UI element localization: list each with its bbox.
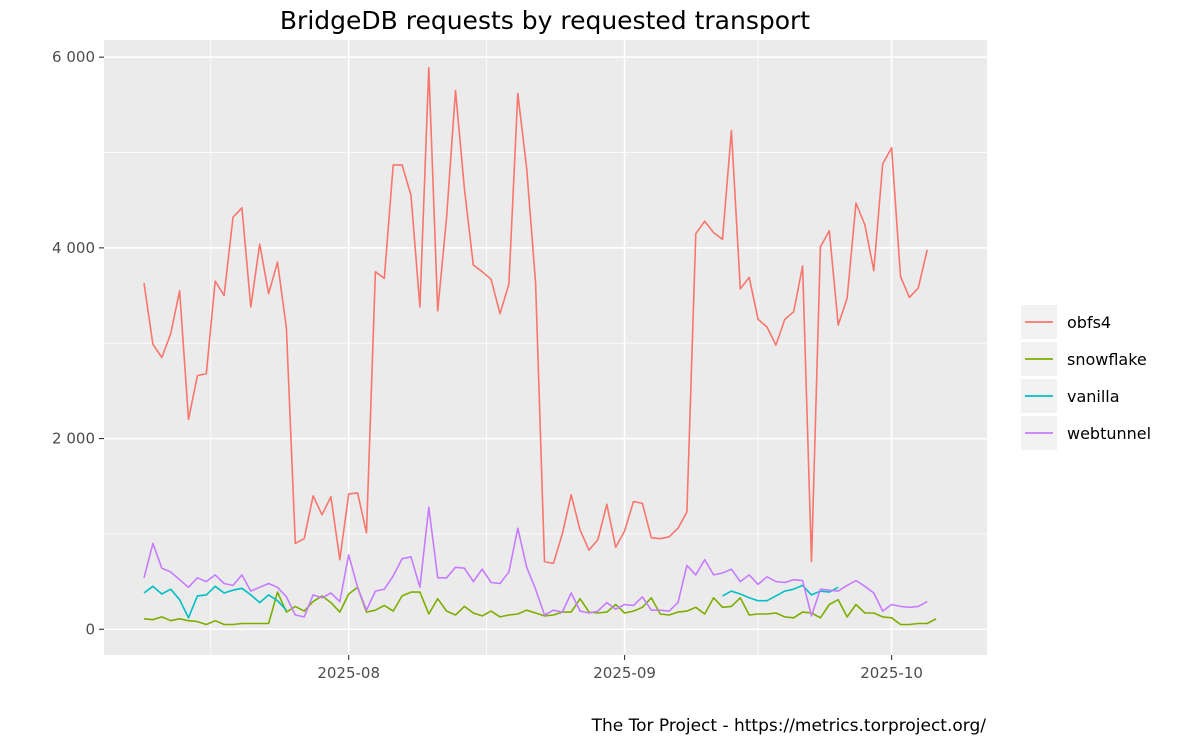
minor-grid [104,40,987,655]
major-grid [104,40,987,655]
series-line-obfs4 [143,66,928,565]
legend-label-vanilla: vanilla [1067,387,1120,406]
chart-caption: The Tor Project - https://metrics.torpro… [591,716,986,736]
chart-title: BridgeDB requests by requested transport [279,6,811,35]
series-lines [143,66,937,626]
legend-label-webtunnel: webtunnel [1067,424,1151,443]
y-tick-label: 4 000 [52,239,95,257]
y-tick-label: 6 000 [52,48,95,66]
series-line-vanilla [143,585,287,619]
axes: 0 2 000 4 000 6 000 2025-08 2025-09 2025-10 [52,48,923,682]
legend-label-snowflake: snowflake [1067,350,1147,369]
legend-label-obfs4: obfs4 [1067,313,1111,332]
y-tick-label: 0 [85,620,95,638]
x-tick-label: 2025-09 [593,664,656,682]
y-tick-label: 2 000 [52,430,95,448]
x-tick-label: 2025-08 [317,664,380,682]
series-line-snowflake [143,586,937,626]
plot-panel [104,40,987,655]
legend: obfs4 snowflake vanilla webtunnel [1021,302,1157,454]
series-line-webtunnel [143,506,928,618]
x-tick-label: 2025-10 [860,664,923,682]
